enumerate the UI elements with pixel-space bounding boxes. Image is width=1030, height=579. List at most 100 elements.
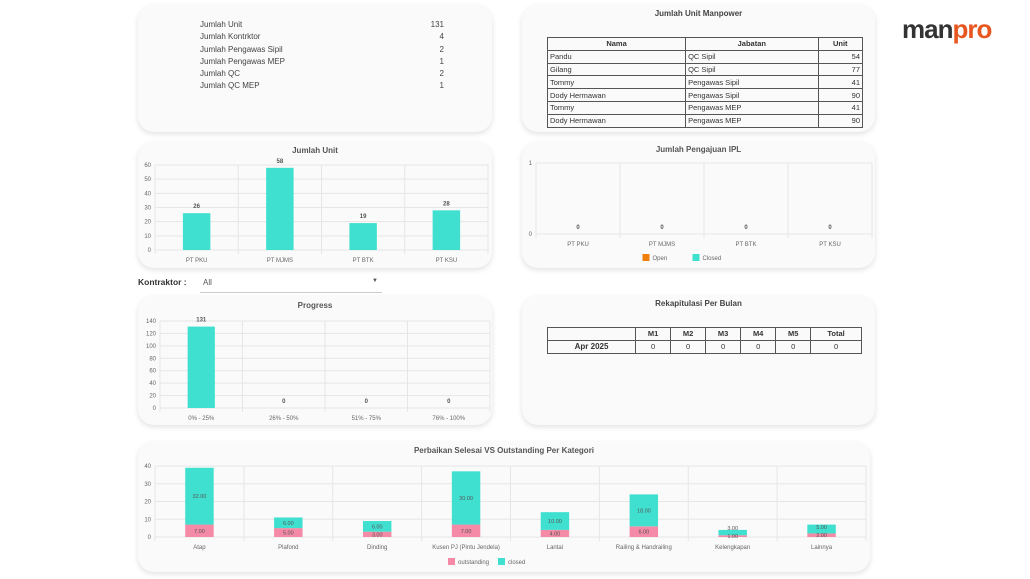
table-cell: 0 xyxy=(635,339,672,354)
data-label: 10.00 xyxy=(548,519,562,525)
bar-closed[interactable] xyxy=(540,512,570,530)
table-cell: 41 xyxy=(817,100,864,115)
table-cell: Pengawas Sipil xyxy=(685,75,819,90)
x-tick-label: PT PKU xyxy=(567,242,589,248)
bar[interactable] xyxy=(187,326,215,408)
summary-label: Jumlah Unit xyxy=(200,20,243,29)
bar-outstanding[interactable] xyxy=(718,535,747,537)
bar-closed[interactable] xyxy=(807,524,836,534)
bar-closed[interactable] xyxy=(718,529,747,536)
bar-outstanding[interactable] xyxy=(274,528,303,537)
y-tick-label: 60 xyxy=(149,369,156,375)
y-tick-label: 0 xyxy=(153,406,157,412)
x-tick-label: Dinding xyxy=(367,545,387,551)
bar[interactable] xyxy=(432,210,461,250)
data-label: 28 xyxy=(443,201,450,207)
bar-closed[interactable] xyxy=(185,467,214,525)
column-header: Total xyxy=(810,327,862,341)
table-cell: Dody Hermawan xyxy=(546,88,687,102)
table-cell: 0 xyxy=(810,339,862,354)
table-cell: 0 xyxy=(705,339,742,354)
summary-label: Jumlah Pengawas Sipil xyxy=(200,44,283,54)
bar-outstanding[interactable] xyxy=(807,533,836,537)
bar-outstanding[interactable] xyxy=(362,531,392,537)
table-cell: 77 xyxy=(817,62,864,77)
legend-swatch xyxy=(642,254,650,261)
y-tick-label: 40 xyxy=(149,381,156,387)
y-tick-label: 1 xyxy=(529,161,533,167)
x-tick-label: PT KSU xyxy=(436,258,458,264)
bar[interactable] xyxy=(349,223,377,250)
data-label: 0 xyxy=(576,225,580,231)
y-tick-label: 40 xyxy=(144,191,151,197)
legend-swatch xyxy=(498,558,505,565)
summary-label: Jumlah QC xyxy=(200,69,241,79)
kontraktor-select[interactable]: All ▼ xyxy=(200,275,382,293)
y-tick-label: 20 xyxy=(144,500,151,506)
x-tick-label: Atap xyxy=(193,545,206,551)
data-label: 5.00 xyxy=(283,531,294,537)
kontraktor-select-value: All xyxy=(203,278,212,287)
column-header xyxy=(546,327,637,341)
kontraktor-label: Kontraktor : xyxy=(138,277,187,287)
chart-title: Jumlah Pengajuan IPL xyxy=(656,145,741,154)
data-label: 0 xyxy=(660,225,664,231)
summary-row: Jumlah Kontrktor 4 xyxy=(200,32,444,44)
summary-row: Jumlah Pengawas Sipil 2 xyxy=(200,45,444,57)
manpower-title: Jumlah Unit Manpower xyxy=(654,9,743,18)
data-label: 6.00 xyxy=(283,521,294,527)
summary-value: 1 xyxy=(439,81,444,91)
bar[interactable] xyxy=(266,167,294,250)
bar-closed[interactable] xyxy=(629,494,659,527)
bar-outstanding[interactable] xyxy=(629,526,659,537)
x-tick-label: 26% - 50% xyxy=(269,416,299,422)
x-tick-label: 76% - 100% xyxy=(432,416,465,422)
bar-outstanding[interactable] xyxy=(540,529,570,537)
bar-closed[interactable] xyxy=(274,517,303,529)
table-cell: 90 xyxy=(817,113,864,128)
bar-outstanding[interactable] xyxy=(451,524,481,537)
progress-chart: Progress 0 20 40 60 80 100 120 140 0% - 25% 131 26%… xyxy=(138,296,492,425)
data-label: 0 xyxy=(744,225,748,231)
chart-title: Progress xyxy=(298,301,333,310)
legend-label[interactable]: closed xyxy=(508,560,525,566)
data-label: 26 xyxy=(193,204,200,210)
table-row: Tommy Pengawas MEP 41 xyxy=(546,100,864,115)
table-cell: 0 xyxy=(775,339,812,354)
x-tick-label: Kusen PJ (Pintu Jendela) xyxy=(432,545,500,551)
legend-label[interactable]: outstanding xyxy=(458,560,489,566)
x-tick-label: PT PKU xyxy=(186,258,208,264)
column-header: Jabatan xyxy=(685,37,819,51)
logo-part-1: man xyxy=(902,14,953,44)
table-cell: QC Sipil xyxy=(685,49,819,64)
column-header: M1 xyxy=(635,327,672,341)
data-label: 0 xyxy=(365,399,369,405)
bar-closed[interactable] xyxy=(451,471,481,525)
legend-label[interactable]: Open xyxy=(653,256,668,262)
column-header: Unit xyxy=(817,37,864,51)
y-tick-label: 20 xyxy=(149,394,156,400)
y-tick-label: 100 xyxy=(146,344,157,350)
data-label: 6.00 xyxy=(372,524,383,530)
data-label: 7.00 xyxy=(194,529,205,535)
y-tick-label: 30 xyxy=(144,206,151,212)
table-row: Dody Hermawan Pengawas MEP 90 xyxy=(546,113,864,128)
legend-label[interactable]: Closed xyxy=(703,256,722,262)
table-cell: Tommy xyxy=(546,75,687,90)
table-cell: 54 xyxy=(817,49,864,64)
y-tick-label: 10 xyxy=(144,234,151,240)
summary-row: Jumlah QC 2 xyxy=(200,69,444,81)
y-tick-label: 30 xyxy=(144,482,151,488)
pengajuan-ipl-chart: Jumlah Pengajuan IPL 0 1 PT PKU 0 PT MJMS 0 PT … xyxy=(522,142,875,268)
column-header: Nama xyxy=(546,37,687,51)
bar-closed[interactable] xyxy=(362,521,392,532)
data-label: 0 xyxy=(447,399,451,405)
bar[interactable] xyxy=(182,213,211,250)
table-cell: QC Sipil xyxy=(685,62,819,77)
table-cell: 90 xyxy=(817,88,864,102)
data-label: 0 xyxy=(282,399,286,405)
table-row: Dody Hermawan Pengawas Sipil 90 xyxy=(546,88,864,102)
table-header: M1 M2 M3 M4 M5 Total xyxy=(546,327,862,341)
jumlah-unit-chart: Jumlah Unit 0 10 20 30 40 50 60 PT PKU 26 PT MJMS 5… xyxy=(138,142,492,268)
bar-outstanding[interactable] xyxy=(185,524,214,537)
